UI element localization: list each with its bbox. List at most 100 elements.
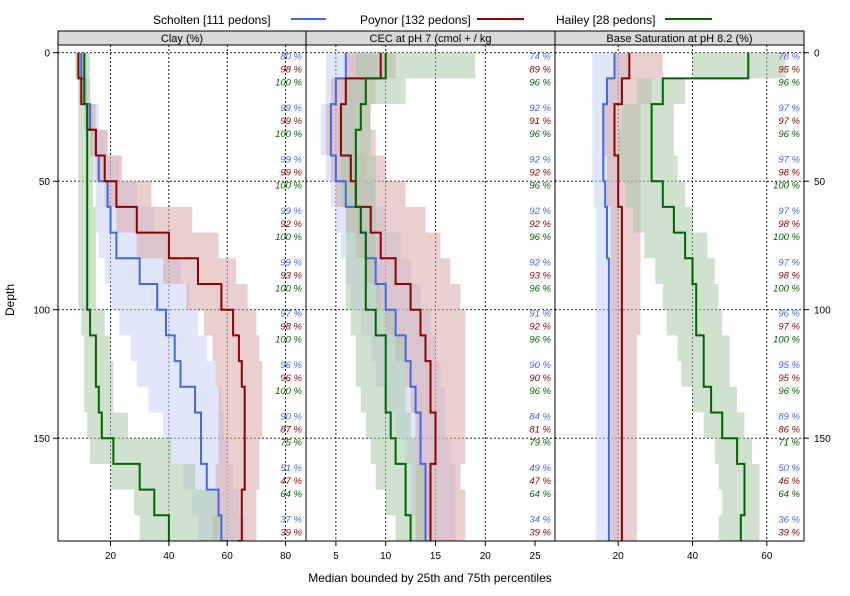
bin-label: 100 %: [275, 335, 302, 346]
bin-label: 39 %: [280, 527, 302, 538]
x-tick-label: 40: [163, 551, 175, 562]
bin-label: 92 %: [529, 257, 551, 268]
bin-label: 34 %: [529, 514, 551, 525]
bin-label: 97 %: [778, 322, 800, 333]
panel-1: CEC at pH 7 (cmol + / kg 74 % 89 % 96 % 92 %…: [305, 30, 556, 562]
bin-label: 92 %: [529, 155, 551, 166]
bin-label: 89 %: [778, 412, 800, 423]
y-tick-label-right-0: 0: [814, 49, 820, 60]
bin-label: 100 %: [275, 78, 302, 89]
bin-label: 99 %: [280, 168, 302, 179]
panel-0: Clay (%) 80 % 98 % 100 % 99 % 99 % 100 % 99 % 99…: [57, 30, 307, 562]
bin-label: 100 %: [773, 181, 800, 192]
bin-label: 96 %: [529, 181, 551, 192]
bin-label: 96 %: [529, 232, 551, 243]
panel-2: Base Saturation at pH 8.2 (%) 78 % 95 % 96 …: [554, 30, 805, 562]
median-line-hailey: [650, 52, 750, 541]
bin-label: 97 %: [778, 103, 800, 114]
bin-label: 100 %: [773, 283, 800, 294]
bin-label: 99 %: [280, 155, 302, 166]
median-line-poynor: [77, 52, 246, 541]
bin-label: 96 %: [529, 283, 551, 294]
x-tick-label: 15: [430, 551, 442, 562]
median-line-poynor: [339, 52, 437, 541]
bin-label: 87 %: [280, 425, 302, 436]
bin-label: 91 %: [529, 309, 551, 320]
panel-labels-1: 74 % 89 % 96 % 92 % 91 % 96 % 92 % 92 % 96 % 92 %…: [529, 52, 551, 539]
x-axis-0: 20 40 60 80: [105, 541, 292, 562]
y-axis-left: 0 50 100 150: [33, 49, 58, 445]
band-hailey: [340, 52, 476, 541]
bin-label: 100 %: [275, 283, 302, 294]
bin-label: 96 %: [529, 129, 551, 140]
x-tick-label: 20: [613, 551, 625, 562]
bin-label: 92 %: [529, 206, 551, 217]
y-tick-label-right-100: 100: [814, 306, 831, 317]
panel-title-2: Base Saturation at pH 8.2 (%): [606, 33, 752, 45]
bin-label: 98 %: [778, 219, 800, 230]
chart-panels: Clay (%) 80 % 98 % 100 % 99 % 99 % 100 % 99 % 99…: [57, 30, 805, 562]
x-tick-label: 40: [687, 551, 699, 562]
bin-label: 78 %: [778, 52, 800, 63]
bin-label: 97 %: [778, 155, 800, 166]
bin-label: 100 %: [773, 232, 800, 243]
bin-label: 96 %: [280, 373, 302, 384]
median-line-scholten: [602, 52, 616, 541]
bin-label: 95 %: [778, 373, 800, 384]
legend-entry-1: Poynor [132 pedons]: [360, 13, 471, 27]
bin-label: 80 %: [280, 52, 302, 63]
bin-label: 81 %: [529, 425, 551, 436]
x-axis-2: 20 40 60: [613, 541, 773, 562]
bin-label: 92 %: [529, 168, 551, 179]
panel-labels-0: 80 % 98 % 100 % 99 % 99 % 100 % 99 % 99 % 100 % 9…: [275, 52, 302, 539]
bin-label: 51 %: [280, 463, 302, 474]
bin-label: 97 %: [778, 257, 800, 268]
y-tick-label-left-50: 50: [39, 177, 51, 188]
bin-label: 100 %: [275, 129, 302, 140]
bin-label: 97 %: [778, 206, 800, 217]
y-axis-label: Depth: [3, 284, 17, 316]
x-tick-label: 10: [380, 551, 392, 562]
y-tick-label-right-50: 50: [814, 177, 826, 188]
bin-label: 100 %: [773, 335, 800, 346]
y-tick-label-right-150: 150: [814, 434, 831, 445]
bin-label: 39 %: [778, 527, 800, 538]
median-line-hailey: [354, 52, 412, 541]
bin-label: 99 %: [280, 257, 302, 268]
bin-label: 96 %: [778, 78, 800, 89]
bin-label: 90 %: [529, 373, 551, 384]
x-tick-label: 20: [105, 551, 117, 562]
legend-entry-0: Scholten [111 pedons]: [153, 13, 271, 27]
bin-label: 92 %: [529, 219, 551, 230]
band-scholten: [78, 52, 248, 541]
bin-label: 100 %: [275, 232, 302, 243]
legend-entry-2: Hailey [28 pedons]: [556, 13, 655, 27]
bin-label: 90 %: [529, 360, 551, 371]
bin-label: 100 %: [275, 386, 302, 397]
band-hailey: [618, 52, 786, 541]
bin-label: 96 %: [529, 78, 551, 89]
bin-label: 100 %: [275, 181, 302, 192]
bin-label: 84 %: [529, 412, 551, 423]
bin-label: 96 %: [280, 360, 302, 371]
band-hailey: [75, 52, 234, 541]
bin-label: 96 %: [529, 335, 551, 346]
x-tick-label: 80: [280, 551, 292, 562]
bin-label: 86 %: [778, 425, 800, 436]
bin-label: 99 %: [280, 116, 302, 127]
bin-label: 90 %: [280, 412, 302, 423]
bin-label: 89 %: [529, 65, 551, 76]
panel-title-1: CEC at pH 7 (cmol + / kg: [370, 33, 492, 45]
median-line-poynor: [613, 52, 631, 541]
bin-label: 64 %: [529, 489, 551, 500]
bin-label: 71 %: [778, 438, 800, 449]
x-tick-label: 25: [530, 551, 542, 562]
bin-label: 96 %: [778, 386, 800, 397]
y-tick-label-left-0: 0: [44, 49, 50, 60]
bin-label: 99 %: [280, 103, 302, 114]
x-tick-label: 60: [761, 551, 773, 562]
bin-label: 47 %: [529, 476, 551, 487]
bin-label: 64 %: [280, 489, 302, 500]
bin-label: 74 %: [529, 52, 551, 63]
